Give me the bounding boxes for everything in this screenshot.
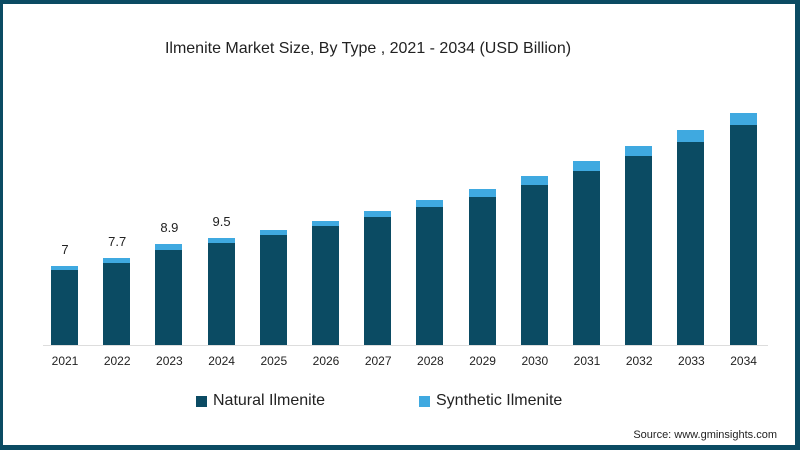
synthetic-segment	[520, 175, 548, 185]
synthetic-segment	[468, 189, 496, 197]
bar-2029	[468, 189, 496, 345]
x-tick-label: 2026	[312, 354, 340, 368]
natural-segment	[312, 226, 339, 345]
x-tick-label: 2028	[417, 354, 444, 368]
synthetic-segment	[155, 244, 183, 251]
legend-item-natural: Natural Ilmenite	[196, 392, 325, 410]
plot-area: 7 7.7 8.9 9.5	[43, 94, 768, 346]
natural-segment	[625, 156, 653, 345]
synthetic-segment	[416, 200, 444, 208]
x-tick-label: 2029	[469, 354, 496, 368]
bar-2026	[312, 220, 339, 345]
bar-2034	[729, 113, 757, 345]
chart-title: Ilmenite Market Size, By Type , 2021 - 2…	[164, 40, 572, 57]
bar-2025	[259, 229, 287, 345]
bar-2024	[207, 237, 235, 345]
bar-2023	[155, 244, 183, 345]
bar-2021	[51, 265, 78, 345]
x-tick-label: 2024	[208, 354, 235, 368]
natural-segment	[51, 270, 78, 345]
x-tick-label: 2025	[260, 354, 288, 368]
x-tick-label: 2027	[364, 354, 392, 368]
x-tick-label: 2023	[156, 354, 183, 368]
x-tick-label: 2034	[730, 354, 757, 368]
legend-label: Synthetic Ilmenite	[436, 392, 563, 409]
bar-2031	[573, 160, 600, 345]
synthetic-segment	[364, 210, 392, 218]
data-label: 8.9	[160, 220, 179, 236]
bar-2033	[677, 130, 705, 345]
synthetic-segment	[677, 130, 705, 142]
natural-segment	[207, 243, 235, 345]
synthetic-segment	[259, 229, 287, 236]
natural-segment	[677, 141, 705, 345]
natural-segment	[103, 262, 131, 345]
x-tick-label: 2033	[678, 354, 705, 368]
natural-segment	[416, 207, 444, 345]
bar-2022	[103, 258, 131, 345]
legend-label: Natural Ilmenite	[213, 392, 326, 409]
synthetic-segment	[625, 146, 653, 157]
synthetic-segment	[207, 237, 235, 244]
natural-swatch	[196, 395, 207, 407]
synthetic-swatch	[419, 395, 430, 407]
natural-segment	[259, 235, 287, 345]
synthetic-segment	[312, 220, 339, 227]
x-tick-label: 2021	[51, 354, 79, 368]
bar-2032	[625, 146, 653, 345]
synthetic-segment	[573, 160, 600, 171]
synthetic-segment	[51, 265, 78, 271]
data-label: 7	[61, 241, 69, 257]
synthetic-segment	[103, 258, 131, 263]
x-tick-label: 2022	[103, 354, 131, 368]
data-label: 9.5	[212, 213, 231, 229]
natural-segment	[468, 196, 496, 345]
synthetic-segment	[729, 113, 757, 125]
natural-segment	[364, 217, 392, 345]
natural-segment	[729, 124, 757, 345]
source-note: Source: www.gminsights.com	[633, 429, 777, 441]
natural-segment	[573, 170, 600, 345]
bar-2027	[364, 210, 392, 345]
natural-segment	[155, 250, 183, 345]
bar-2028	[416, 200, 444, 345]
x-tick-label: 2031	[573, 354, 601, 368]
x-tick-label: 2032	[625, 354, 653, 368]
x-tick-label: 2030	[521, 354, 549, 368]
bar-2030	[520, 175, 548, 345]
chart-frame: Ilmenite Market Size, By Type , 2021 - 2…	[3, 4, 795, 445]
natural-segment	[520, 184, 548, 345]
data-label: 7.7	[108, 234, 127, 249]
x-axis-line	[43, 345, 768, 346]
legend-item-synthetic: Synthetic Ilmenite	[419, 392, 562, 410]
